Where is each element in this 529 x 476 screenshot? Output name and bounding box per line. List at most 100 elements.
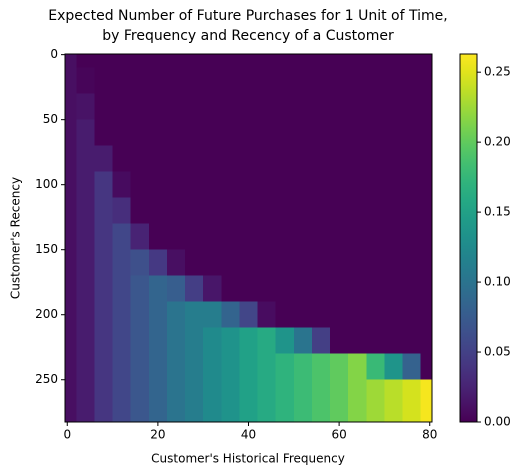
heatmap-cell [384,301,404,329]
heatmap-cell [311,379,331,407]
heatmap-cell [94,54,114,69]
heatmap-cell [330,405,349,422]
heatmap-cell [330,353,349,381]
heatmap-cell [384,197,404,225]
heatmap-cell [203,197,222,225]
heatmap-cell [366,197,386,225]
heatmap-cell [420,301,432,329]
heatmap-cell [330,301,349,329]
heatmap-cell [293,327,313,355]
y-tick-label: 250 [35,372,58,386]
heatmap-cell [293,197,313,225]
heatmap-cell [185,93,204,121]
heatmap-cell [166,197,186,225]
heatmap-cell [94,145,114,173]
heatmap-cell [257,223,277,251]
heatmap-cell [348,54,367,69]
heatmap-cell [402,327,422,355]
heatmap-cell [348,327,367,355]
heatmap-cell [130,145,150,173]
heatmap-cell [420,223,432,251]
heatmap-cell [148,197,168,225]
heatmap-cell [402,249,422,277]
heatmap-cell [402,197,422,225]
heatmap-cell [185,223,204,251]
heatmap-cell [94,301,114,329]
heatmap-cell [112,93,132,121]
heatmap-cell [366,67,386,95]
heatmap-cell [221,275,241,303]
heatmap-cell [203,54,222,69]
heatmap-cell [311,145,331,173]
heatmap-cell [275,249,295,277]
heatmap-cell [239,119,259,147]
heatmap-cell [148,171,168,199]
colorbar-tick-label: 0.10 [484,275,511,289]
heatmap-cell [348,119,367,147]
heatmap-cell [366,119,386,147]
heatmap-cell [166,301,186,329]
heatmap-cell [76,405,96,422]
heatmap-cell [348,379,367,407]
heatmap-cell [293,379,313,407]
heatmap-cell [311,223,331,251]
heatmap-cell [311,67,331,95]
heatmap-cell [166,119,186,147]
heatmap-cell [94,223,114,251]
colorbar-tick-label: 0.00 [484,415,511,429]
heatmap-cell [293,171,313,199]
heatmap-cell [348,249,367,277]
heatmap-cell [203,223,222,251]
heatmap-cell [293,67,313,95]
y-tick-label: 150 [35,242,58,256]
heatmap-cell [239,249,259,277]
heatmap-cell [76,119,96,147]
y-tick-label: 100 [35,177,58,191]
heatmap-cell [293,405,313,422]
heatmap-cell [239,54,259,69]
heatmap-cell [420,171,432,199]
heatmap-cell [384,119,404,147]
heatmap-cell [112,67,132,95]
heatmap-cell [221,379,241,407]
heatmap-cell [402,54,422,69]
heatmap-cell [112,301,132,329]
heatmap-cell [384,405,404,422]
heatmap-cell [203,249,222,277]
heatmap-cell [420,275,432,303]
heatmap-cell [311,353,331,381]
heatmap-cell [221,197,241,225]
heatmap-cell [185,171,204,199]
colorbar [459,53,478,423]
heatmap-cell [366,223,386,251]
heatmap-cell [293,54,313,69]
heatmap-cell [148,119,168,147]
heatmap-cell [65,54,77,69]
heatmap-cell [185,249,204,277]
heatmap-cell [185,379,204,407]
heatmap-cell [112,223,132,251]
heatmap-cell [65,327,77,355]
heatmap-cell [402,223,422,251]
heatmap-cell [402,119,422,147]
heatmap-cell [65,67,77,95]
heatmap-cell [148,275,168,303]
heatmap-cell [94,67,114,95]
heatmap-cell [94,119,114,147]
heatmap-cell [65,119,77,147]
heatmap-cell [221,353,241,381]
heatmap-cell [112,197,132,225]
heatmap-cell [166,223,186,251]
heatmap-cell [203,145,222,173]
heatmap-cell [148,379,168,407]
heatmap-cell [94,93,114,121]
heatmap-cell [166,379,186,407]
heatmap-cell [348,197,367,225]
heatmap-cell [130,223,150,251]
heatmap-cell [366,405,386,422]
x-tick-label: 0 [63,428,71,442]
heatmap-cell [112,145,132,173]
heatmap-cell [348,67,367,95]
heatmap-cell [384,93,404,121]
heatmap-cell [275,379,295,407]
